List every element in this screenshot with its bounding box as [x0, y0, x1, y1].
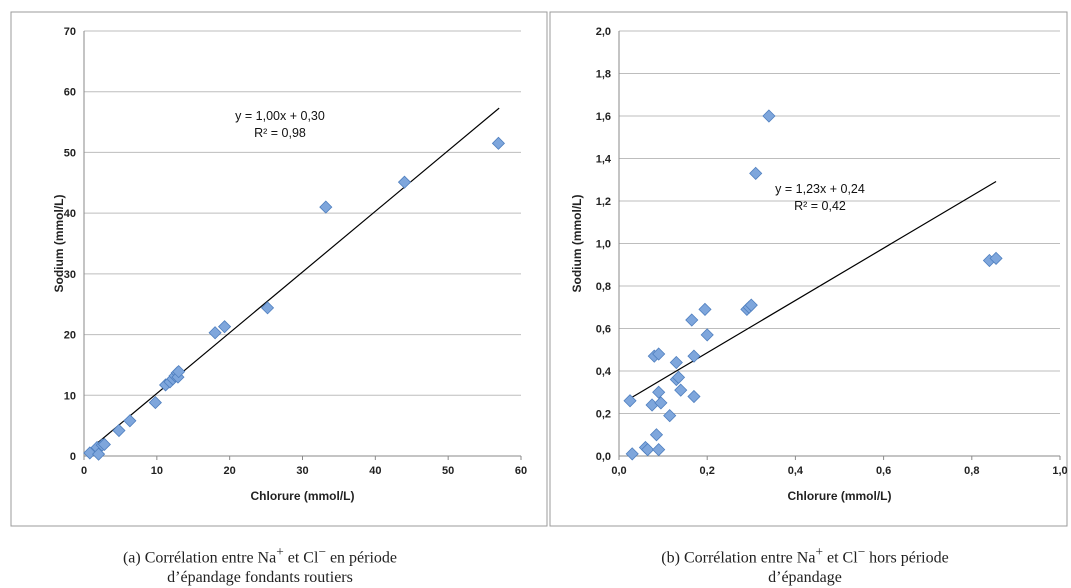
chart-b-data-point [698, 302, 712, 316]
chart-a-x-tick-label: 50 [442, 465, 454, 477]
chart-a-data-point [148, 396, 162, 410]
chart-b-data-point [674, 383, 688, 397]
chart-b-x-tick-label: 0,6 [876, 465, 891, 477]
caption-a-text-2: et Cl [283, 549, 319, 567]
chart-a-data-point [491, 136, 505, 150]
chart-a-y-tick-label: 50 [64, 147, 76, 159]
chart-b-data-point [744, 298, 758, 312]
chart-b-x-tick-label: 0,0 [611, 465, 626, 477]
caption-b-text-3: hors période [865, 549, 949, 567]
chart-b-frame [549, 11, 1068, 527]
chart-b-y-tick-label: 1,4 [596, 154, 612, 166]
caption-b-na-sup: + [815, 544, 823, 559]
chart-a-y-axis-label: Sodium (mmol/L) [52, 195, 66, 293]
chart-b-y-tick-label: 2,0 [596, 26, 611, 38]
chart-b-data-point [654, 396, 668, 410]
chart-b-data-point [625, 447, 639, 461]
chart-b-data-point [652, 443, 666, 457]
caption-a: (a) Corrélation entre Na+ et Cl− en péri… [60, 542, 460, 588]
chart-b-y-tick-label: 0,8 [596, 281, 611, 293]
chart-b-x-tick-label: 0,2 [700, 465, 715, 477]
chart-a-data-point [172, 365, 186, 379]
chart-a-y-tick-label: 30 [64, 269, 76, 281]
chart-a-data-point [218, 320, 232, 334]
chart-b-x-tick-label: 0,4 [788, 465, 804, 477]
caption-b-text: (b) Corrélation entre Na [661, 549, 816, 567]
chart-b-data-point [652, 385, 666, 399]
chart-b-data-point [687, 349, 701, 363]
chart-a-y-tick-label: 20 [64, 330, 76, 342]
chart-b-data-point [687, 389, 701, 404]
chart-b-data-point [652, 347, 666, 361]
chart-a-x-tick-label: 10 [151, 465, 163, 477]
chart-a-x-tick-label: 40 [369, 465, 381, 477]
chart-b: 0,0 0,2 0,4 0,6 0,8 1,0 1,2 1,4 1,6 1,8 2,0 0,0 0,2 0… [549, 11, 1068, 527]
caption-a-na-sup: + [276, 544, 284, 559]
chart-b-r-squared: R² = 0,42 [794, 199, 846, 213]
chart-a-x-tick-label: 0 [81, 465, 87, 477]
caption-a-text: (a) Corrélation entre Na [122, 549, 277, 567]
chart-b-y-tick-label: 1,2 [596, 196, 611, 208]
caption-b-line-2: d’épandage [768, 569, 842, 587]
caption-b: (b) Corrélation entre Na+ et Cl− hors pé… [605, 542, 1005, 588]
chart-a-x-tick-label: 20 [224, 465, 236, 477]
chart-a-y-tick-label: 70 [64, 26, 76, 38]
chart-a-data-point [83, 446, 97, 460]
chart-b-data-point [649, 428, 664, 442]
chart-b-x-tick-label: 0,8 [964, 465, 979, 477]
chart-b-y-tick-label: 1,8 [596, 69, 611, 81]
chart-b-x-tick-label: 1,0 [1052, 465, 1067, 477]
chart-b-data-point [663, 409, 677, 423]
chart-a-data-point [123, 414, 137, 428]
chart-b-y-tick-label: 0,0 [596, 451, 611, 463]
chart-a-y-tick-label: 0 [70, 451, 76, 463]
chart-b-y-tick-label: 0,4 [596, 366, 612, 378]
chart-a: 0 10 20 30 40 50 60 70 0 10 20 30 40 50 60 Chlorure (mm… [10, 11, 548, 527]
chart-b-y-tick-label: 0,6 [596, 324, 611, 336]
chart-a-data-point [260, 301, 275, 315]
chart-b-data-point [762, 109, 776, 123]
chart-a-data-point [208, 326, 222, 340]
chart-a-r-squared: R² = 0,98 [254, 126, 306, 140]
chart-a-data-point [397, 175, 412, 189]
chart-b-data-point [989, 251, 1003, 265]
chart-b-data-point [671, 370, 686, 384]
caption-b-text-2: et Cl [822, 549, 858, 567]
chart-b-data-point [641, 443, 655, 457]
chart-b-y-tick-label: 0,2 [596, 409, 611, 421]
chart-b-data-point [700, 328, 714, 342]
chart-a-data-point [112, 423, 126, 438]
chart-b-data-point [685, 313, 699, 327]
chart-a-data-point [92, 447, 106, 461]
chart-b-data-point [623, 394, 637, 408]
chart-a-x-tick-label: 60 [515, 465, 527, 477]
chart-a-y-tick-label: 40 [64, 208, 76, 220]
chart-b-data-point [669, 355, 683, 370]
caption-b-cl-sup: − [857, 544, 866, 559]
chart-b-y-axis-label: Sodium (mmol/L) [570, 195, 584, 293]
chart-b-trend-equation: y = 1,23x + 0,24 [775, 182, 865, 196]
chart-a-y-tick-label: 10 [64, 390, 76, 402]
chart-a-x-tick-label: 30 [296, 465, 308, 477]
chart-b-data-point [749, 166, 763, 180]
chart-b-y-tick-label: 1,6 [596, 111, 611, 123]
chart-b-y-tick-label: 1,0 [596, 239, 611, 251]
chart-a-x-axis-label: Chlorure (mmol/L) [251, 489, 355, 503]
caption-a-line-2: d’épandage fondants routiers [167, 569, 353, 587]
chart-a-trend-equation: y = 1,00x + 0,30 [235, 109, 325, 123]
caption-a-text-3: en période [325, 549, 398, 567]
chart-b-x-axis-label: Chlorure (mmol/L) [788, 489, 892, 503]
chart-a-trendline [90, 107, 500, 449]
chart-a-y-tick-label: 60 [64, 87, 76, 99]
chart-a-data-point [319, 200, 333, 214]
caption-a-cl-sup: − [318, 544, 326, 559]
chart-a-data-point [97, 437, 111, 452]
